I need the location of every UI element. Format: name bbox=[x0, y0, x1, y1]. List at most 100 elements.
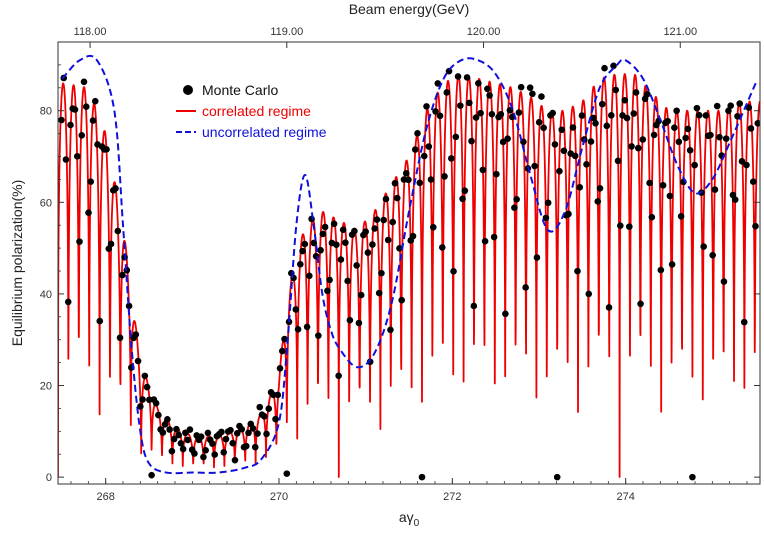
monte-carlo-point bbox=[677, 213, 685, 220]
monte-carlo-point bbox=[657, 266, 665, 274]
monte-carlo-point bbox=[245, 429, 252, 437]
monte-carlo-point bbox=[684, 125, 692, 133]
monte-carlo-point bbox=[274, 391, 282, 399]
monte-carlo-point bbox=[152, 399, 160, 407]
monte-carlo-point bbox=[398, 296, 406, 304]
monte-carlo-point bbox=[542, 214, 550, 222]
monte-carlo-point bbox=[362, 228, 369, 235]
monte-carlo-point bbox=[91, 97, 99, 105]
monte-carlo-point bbox=[80, 78, 88, 86]
y-tick-label: 60 bbox=[40, 197, 52, 209]
monte-carlo-point bbox=[191, 450, 198, 457]
monte-carlo-point bbox=[646, 179, 653, 187]
monte-carlo-point bbox=[344, 277, 351, 285]
monte-carlo-point bbox=[382, 195, 390, 203]
x-tick-label: 272 bbox=[443, 491, 461, 503]
monte-carlo-point bbox=[589, 114, 597, 122]
monte-carlo-point bbox=[321, 223, 329, 231]
monte-carlo-point bbox=[749, 178, 757, 185]
monte-carlo-point bbox=[686, 146, 694, 154]
monte-carlo-point bbox=[725, 107, 732, 115]
x-axis-title-subscript: 0 bbox=[414, 518, 420, 529]
monte-carlo-point bbox=[425, 143, 433, 150]
monte-carlo-point bbox=[306, 272, 313, 280]
monte-carlo-point bbox=[256, 403, 264, 411]
monte-carlo-point bbox=[544, 199, 552, 207]
monte-carlo-point bbox=[502, 310, 509, 318]
monte-carlo-point bbox=[132, 331, 140, 338]
monte-carlo-point bbox=[73, 153, 81, 160]
monte-carlo-point bbox=[211, 451, 218, 458]
monte-carlo-point bbox=[85, 209, 92, 217]
monte-carlo-point bbox=[592, 119, 599, 127]
monte-carlo-point bbox=[299, 247, 306, 255]
monte-carlo-point bbox=[727, 102, 735, 110]
monte-carlo-point bbox=[384, 236, 392, 244]
monte-carlo-point bbox=[114, 227, 122, 235]
y-tick-label: 20 bbox=[40, 381, 52, 393]
monte-carlo-point bbox=[682, 134, 689, 142]
monte-carlo-point bbox=[175, 431, 182, 439]
monte-carlo-point bbox=[353, 262, 360, 269]
monte-carlo-point bbox=[371, 225, 378, 232]
monte-carlo-point bbox=[610, 62, 617, 70]
monte-carlo-point bbox=[58, 116, 65, 124]
monte-carlo-point bbox=[242, 442, 250, 450]
monte-carlo-point bbox=[429, 223, 437, 231]
monte-carlo-point bbox=[722, 135, 730, 142]
monte-carlo-point bbox=[76, 238, 83, 245]
monte-carlo-point bbox=[731, 196, 739, 203]
monte-carlo-point bbox=[585, 290, 593, 298]
monte-carlo-point bbox=[560, 147, 568, 155]
y-tick-label: 40 bbox=[40, 289, 52, 301]
monte-carlo-point bbox=[184, 436, 191, 444]
monte-carlo-point bbox=[231, 456, 239, 464]
monte-carlo-point bbox=[278, 347, 286, 355]
monte-carlo-point bbox=[418, 473, 426, 481]
monte-carlo-point bbox=[639, 136, 647, 143]
monte-carlo-point bbox=[691, 161, 698, 169]
monte-carlo-point bbox=[538, 93, 545, 100]
monte-carlo-point bbox=[112, 185, 119, 192]
monte-carlo-point bbox=[197, 433, 205, 440]
monte-carlo-point bbox=[468, 137, 475, 145]
monte-carlo-point bbox=[319, 230, 327, 238]
monte-carlo-point bbox=[459, 195, 466, 203]
monte-carlo-point bbox=[283, 470, 291, 477]
monte-carlo-point bbox=[420, 152, 428, 160]
monte-carlo-point bbox=[411, 146, 419, 153]
monte-carlo-point bbox=[709, 251, 716, 259]
monte-carlo-point bbox=[301, 240, 309, 248]
monte-carlo-point bbox=[497, 111, 505, 118]
monte-carlo-point bbox=[481, 237, 489, 245]
monte-carlo-point bbox=[466, 99, 473, 107]
monte-carlo-point bbox=[414, 129, 421, 137]
monte-carlo-point bbox=[743, 161, 750, 169]
monte-carlo-point bbox=[626, 223, 633, 230]
monte-carlo-point bbox=[666, 192, 674, 200]
monte-carlo-point bbox=[486, 92, 493, 99]
monte-carlo-point bbox=[603, 122, 611, 130]
monte-carlo-point bbox=[754, 120, 760, 127]
monte-carlo-point bbox=[675, 138, 683, 146]
legend-uncorrelated-label: uncorrelated regime bbox=[202, 124, 327, 140]
monte-carlo-point bbox=[238, 425, 246, 433]
monte-carlo-point bbox=[317, 246, 324, 254]
monte-carlo-point bbox=[623, 114, 631, 122]
monte-carlo-point bbox=[452, 133, 460, 141]
monte-carlo-point bbox=[364, 249, 372, 256]
monte-carlo-point bbox=[303, 323, 311, 331]
x-tick-label: 274 bbox=[616, 491, 634, 503]
monte-carlo-point bbox=[260, 413, 268, 420]
monte-carlo-point bbox=[644, 90, 651, 98]
monte-carlo-point bbox=[220, 449, 228, 456]
monte-carlo-point bbox=[738, 157, 746, 165]
monte-carlo-point bbox=[159, 429, 167, 436]
monte-carlo-point bbox=[702, 112, 710, 119]
monte-carlo-point bbox=[531, 162, 538, 170]
monte-carlo-point bbox=[89, 117, 97, 124]
monte-carlo-point bbox=[632, 89, 640, 96]
monte-carlo-point bbox=[551, 141, 559, 148]
monte-carlo-point bbox=[522, 284, 529, 291]
monte-carlo-point bbox=[423, 103, 430, 110]
